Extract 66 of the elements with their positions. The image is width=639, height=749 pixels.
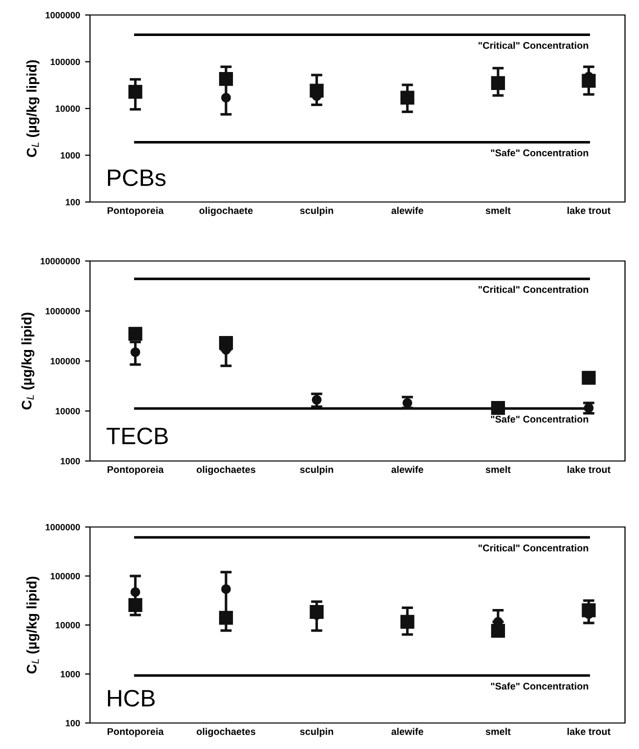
point [128, 598, 142, 612]
y-axis-title: C$_{L}$ (µg/kg lipid) [26, 576, 40, 674]
point [400, 90, 414, 105]
y-tick-label: 100 [66, 198, 80, 206]
x-tick-label: lake trout [568, 728, 610, 735]
point [402, 398, 412, 408]
point [219, 336, 233, 350]
point [221, 92, 231, 103]
x-tick-label: smelt [486, 466, 511, 473]
y-tick-label: 10000 [56, 408, 80, 414]
point [310, 604, 324, 619]
x-tick-label: smelt [486, 206, 511, 214]
y-tick-label: 10000000 [40, 258, 80, 264]
ref-line-label: "Critical" Concentration [478, 42, 588, 49]
y-tick-label: 100000 [50, 58, 80, 66]
point [310, 84, 324, 98]
y-tick-label: 10000 [56, 622, 80, 628]
x-tick-label: sculpin [300, 466, 334, 475]
y-tick-label: 100000 [50, 572, 80, 580]
ref-line-label: "Critical" Concentration [478, 544, 588, 552]
point [128, 84, 142, 99]
x-tick-label: alewife [391, 728, 424, 735]
point [400, 614, 414, 629]
x-tick-label: oligochaetes [196, 728, 256, 737]
point [491, 624, 505, 638]
text: PCBs [108, 169, 166, 186]
point [491, 401, 505, 415]
point [130, 587, 140, 597]
point [128, 326, 142, 341]
x-tick-label: lake trout [568, 206, 610, 214]
x-tick-label: Pontoporeia [108, 206, 164, 216]
y-axis-title: C$_{L}$ (µg/kg lipid) [26, 60, 40, 157]
ref-line-label: "Safe" Concentration [491, 149, 588, 156]
x-tick-label: sculpin [300, 206, 334, 216]
point [219, 72, 233, 86]
x-tick-label: oligochaete [199, 206, 253, 216]
ref-line-label: "Safe" Concentration [491, 682, 588, 690]
point [221, 584, 231, 594]
x-tick-label: alewife [391, 206, 424, 214]
y-tick-label: 100000 [50, 358, 80, 364]
point [312, 395, 322, 405]
x-tick-label: lake trout [568, 466, 610, 473]
x-tick-label: alewife [391, 466, 424, 473]
x-tick-label: Pontoporeia [108, 728, 164, 737]
x-tick-label: sculpin [300, 728, 334, 737]
y-tick-label: 10000 [56, 105, 80, 112]
x-tick-label: smelt [486, 728, 511, 735]
y-tick-label: 1000 [60, 458, 80, 464]
ref-line-label: "Safe" Concentration [491, 415, 588, 423]
point [582, 370, 596, 385]
point [582, 74, 596, 88]
text: HCB [108, 690, 155, 707]
point [219, 610, 233, 625]
y-tick-label: 1000 [60, 670, 80, 678]
x-tick-label: Pontoporeia [108, 466, 164, 475]
y-tick-label: 1000 [60, 152, 80, 159]
y-tick-label: 1000000 [46, 12, 80, 18]
y-tick-label: 1000000 [46, 308, 80, 314]
ref-line-label: "Critical" Concentration [478, 286, 588, 293]
point [491, 76, 505, 90]
x-tick-label: oligochaetes [196, 466, 256, 475]
point [130, 347, 140, 358]
text: TECB [106, 428, 168, 444]
y-tick-label: 1000000 [46, 524, 80, 530]
y-axis-title: C$_{L}$ (µg/kg lipid) [21, 312, 34, 410]
y-tick-label: 100 [66, 720, 80, 726]
